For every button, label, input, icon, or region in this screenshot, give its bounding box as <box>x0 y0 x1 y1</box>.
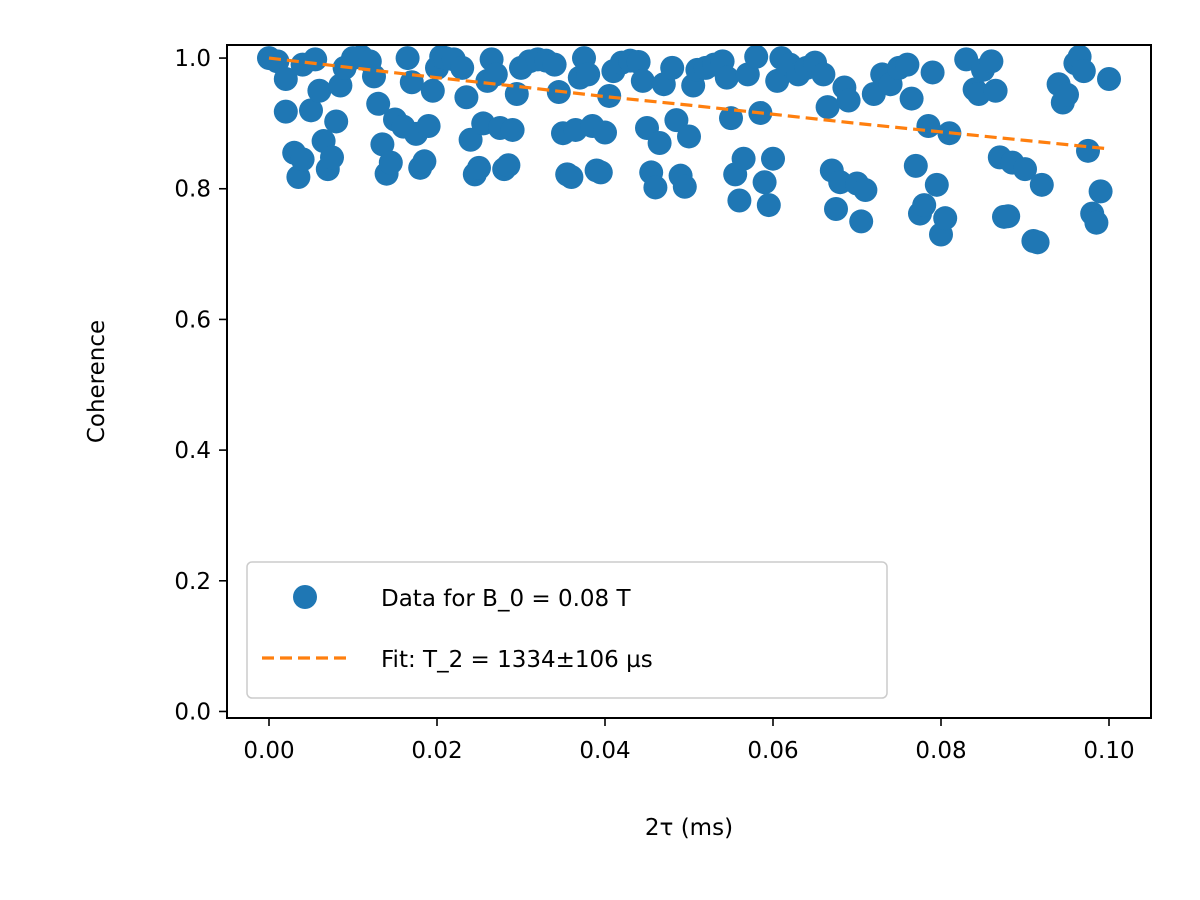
data-point <box>420 78 445 103</box>
data-point <box>320 145 344 170</box>
y-tick-label: 0.8 <box>174 177 211 203</box>
data-point <box>677 124 701 149</box>
data-point <box>593 120 617 145</box>
data-point <box>664 108 689 133</box>
legend-label-data: Data for B_0 = 0.08 T <box>381 586 631 612</box>
data-point <box>500 117 525 142</box>
data-point <box>576 62 601 87</box>
data-point <box>714 65 739 90</box>
data-point <box>1029 172 1054 197</box>
data-point <box>761 146 785 171</box>
data-point <box>307 78 332 103</box>
data-point <box>483 62 508 87</box>
data-point <box>765 68 790 93</box>
data-point <box>924 172 949 197</box>
data-point <box>836 88 861 113</box>
data-point <box>903 153 928 178</box>
data-point <box>853 178 878 203</box>
x-tick-label: 0.04 <box>579 738 630 764</box>
data-point <box>559 164 584 189</box>
x-axis: 0.00 0.02 0.04 0.06 0.08 0.10 <box>243 718 1135 764</box>
data-point <box>588 160 613 185</box>
data-point <box>744 44 769 69</box>
x-tick-label: 0.08 <box>915 738 966 764</box>
fit-line <box>268 56 1110 151</box>
data-point <box>366 91 391 116</box>
data-point <box>626 49 651 74</box>
data-point <box>273 66 298 91</box>
data-point <box>1071 59 1096 84</box>
data-point <box>324 109 349 134</box>
data-point <box>1013 157 1037 182</box>
data-point <box>811 62 836 87</box>
y-tick-label: 0.6 <box>174 307 211 333</box>
data-point <box>412 149 437 174</box>
data-point <box>290 147 315 172</box>
data-point <box>450 55 475 80</box>
y-axis: 0.0 0.2 0.4 0.6 0.8 1.0 <box>174 46 227 725</box>
data-point <box>647 131 672 156</box>
data-point <box>824 197 848 222</box>
data-point <box>815 95 840 120</box>
data-point <box>1025 230 1050 255</box>
data-point <box>395 46 420 71</box>
data-point <box>996 204 1021 229</box>
data-point <box>719 106 743 131</box>
data-point <box>731 146 756 171</box>
x-tick-label: 0.00 <box>243 738 294 764</box>
data-point <box>979 49 1004 74</box>
data-point <box>630 68 655 93</box>
y-tick-label: 0.2 <box>174 569 211 595</box>
data-point <box>467 155 491 180</box>
data-point <box>1097 66 1121 91</box>
y-tick-label: 1.0 <box>174 46 211 72</box>
data-point <box>299 98 323 123</box>
data-point <box>752 170 777 195</box>
x-axis-label: 2τ (ms) <box>645 815 733 841</box>
plot-marks <box>257 44 1121 255</box>
data-point <box>1076 138 1100 163</box>
legend: Data for B_0 = 0.08 T Fit: T_2 = 1334±10… <box>246 561 888 699</box>
data-point <box>933 206 958 231</box>
x-tick-label: 0.02 <box>411 738 462 764</box>
data-point <box>303 47 328 72</box>
data-point <box>458 127 483 152</box>
data-point <box>916 114 941 139</box>
y-axis-label: Coherence <box>84 320 110 443</box>
y-tick-label: 0.4 <box>174 438 211 464</box>
data-point <box>920 60 945 85</box>
data-point <box>643 175 668 200</box>
x-tick-label: 0.06 <box>747 738 798 764</box>
data-point <box>1055 82 1079 107</box>
data-point <box>912 193 937 218</box>
data-point <box>496 153 521 178</box>
plot-frame <box>226 44 1152 719</box>
legend-marker-data <box>293 585 317 609</box>
data-point <box>899 86 924 111</box>
data-point <box>273 99 298 124</box>
data-point <box>849 209 874 234</box>
data-point <box>756 193 781 218</box>
data-point <box>983 78 1008 103</box>
data-point <box>542 52 567 77</box>
data-point <box>1084 210 1109 235</box>
data-point <box>672 174 697 199</box>
data-point <box>660 55 685 80</box>
x-tick-label: 0.10 <box>1083 738 1134 764</box>
y-tick-label: 0.0 <box>174 699 211 725</box>
legend-box <box>246 561 888 699</box>
data-point <box>454 85 479 110</box>
legend-label-fit: Fit: T_2 = 1334±106 µs <box>381 647 653 673</box>
data-point <box>1088 179 1113 204</box>
data-point <box>378 150 403 175</box>
data-point <box>416 114 441 139</box>
data-point <box>727 188 752 213</box>
data-point <box>895 52 920 77</box>
data-point <box>370 132 395 157</box>
